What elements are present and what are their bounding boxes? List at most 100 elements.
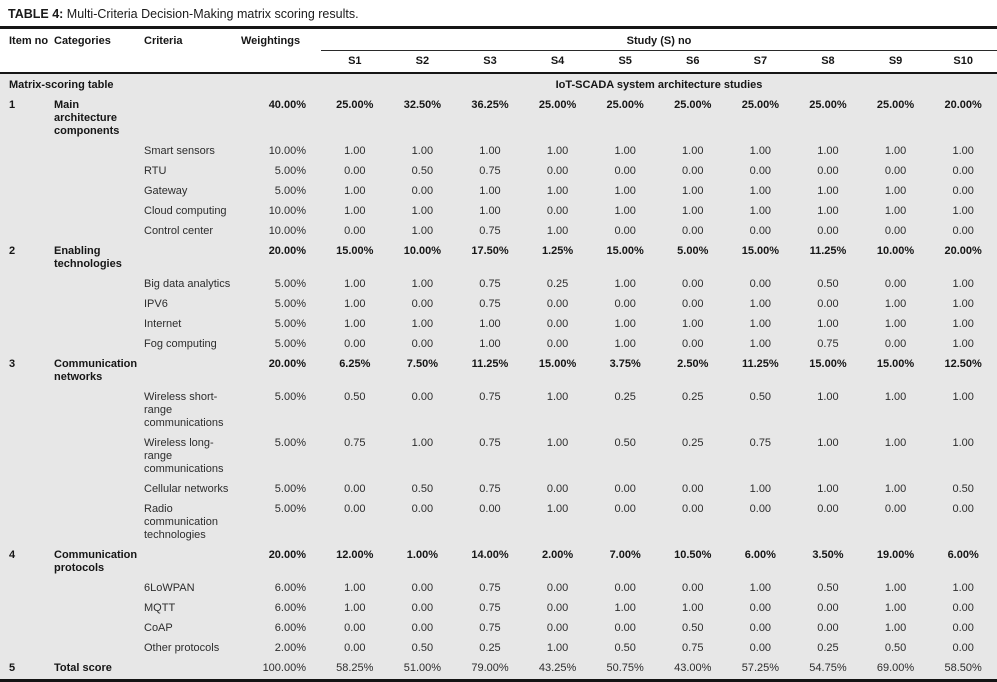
cell-study-s3: 0.75 [479, 165, 501, 177]
cell-study-s5: 0.25 [614, 391, 636, 403]
cell-study-s7: 0.00 [749, 165, 772, 177]
cell-criteria: Fog computing [144, 338, 217, 350]
cell-study-s7: 1.00 [749, 582, 772, 594]
criteria-row: Wireless long-range communications 5.00% 0… [0, 434, 997, 480]
cell-study-s9: 0.00 [884, 503, 907, 515]
cell-weighting: 5.00% [274, 318, 306, 330]
cell-category [54, 162, 144, 182]
cell-study-s10: 1.00 [952, 298, 974, 310]
cell-study-s5: 1.00 [614, 318, 636, 330]
cell-study-s3: 1.00 [479, 318, 501, 330]
cell-study-s1: 0.00 [344, 642, 366, 654]
cell-study-s7: 0.50 [749, 391, 772, 403]
cell-category: Main architecture components [54, 99, 120, 137]
cell-study-s6: 0.25 [682, 437, 704, 449]
cell-study-s4: 1.00 [546, 503, 569, 515]
cell-study-s10: 1.00 [952, 437, 974, 449]
cell-study-s6: 0.25 [682, 391, 704, 403]
cell-study-s6: 0.75 [682, 642, 704, 654]
col-header-study-group: Study (S) no [321, 29, 997, 51]
cell-study-s10: 20.00% [944, 99, 982, 111]
matrix-body: Matrix-scoring table IoT-SCADA system ar… [0, 73, 997, 682]
criteria-row: Cloud computing 10.00% 1.00 1.00 1.00 0.00 1.0… [0, 202, 997, 222]
cell-study-s9: 1.00 [884, 582, 907, 594]
cell-category [54, 480, 144, 500]
cell-study-s9: 69.00% [861, 659, 930, 682]
cell-weighting: 40.00% [268, 99, 306, 111]
cell-category [54, 388, 144, 434]
cell-study-s10: 1.00 [952, 338, 974, 350]
cell-study-s1: 0.00 [344, 338, 366, 350]
table-caption: TABLE 4: Multi-Criteria Decision-Making … [0, 0, 997, 29]
col-header-s4: S4 [523, 50, 592, 74]
cell-study-s3: 14.00% [471, 549, 509, 561]
cell-weighting: 6.00% [274, 582, 306, 594]
criteria-row: Big data analytics 5.00% 1.00 1.00 0.75 0.25 1… [0, 275, 997, 295]
cell-study-s3: 0.75 [479, 483, 501, 495]
cell-study-s1: 0.75 [344, 437, 366, 449]
cell-study-s4: 0.00 [546, 602, 569, 614]
cell-study-s4: 1.00 [546, 437, 569, 449]
cell-study-s8: 1.00 [817, 205, 839, 217]
cell-study-s5: 0.00 [614, 582, 636, 594]
cell-study-s5: 1.00 [614, 602, 636, 614]
cell-study-s1: 12.00% [336, 549, 374, 561]
cell-criteria [144, 96, 241, 142]
cell-category [54, 599, 144, 619]
cell-study-s9: 25.00% [876, 99, 915, 111]
cell-study-s5: 1.00 [614, 185, 636, 197]
cell-study-s3: 0.25 [479, 642, 501, 654]
cell-category [54, 315, 144, 335]
cell-item-no [0, 222, 54, 242]
cell-criteria: Control center [144, 225, 214, 237]
cell-study-s2: 0.00 [411, 185, 434, 197]
cell-study-s7: 1.00 [749, 483, 772, 495]
criteria-row: Fog computing 5.00% 0.00 0.00 1.00 0.00 1.00 0.… [0, 335, 997, 355]
cell-study-s5: 0.50 [614, 642, 636, 654]
table-caption-text: Multi-Criteria Decision-Making matrix sc… [63, 7, 359, 21]
cell-study-s9: 0.00 [884, 165, 907, 177]
cell-study-s9: 1.00 [884, 483, 907, 495]
criteria-row: Cellular networks 5.00% 0.00 0.50 0.75 0.00 0.… [0, 480, 997, 500]
cell-item-no: 1 [9, 99, 16, 111]
criteria-row: Other protocols 2.00% 0.00 0.50 0.25 1.00 0.50… [0, 639, 997, 659]
cell-weighting: 5.00% [274, 278, 306, 290]
cell-criteria: IPV6 [144, 298, 168, 310]
cell-study-s10: 20.00% [944, 245, 982, 257]
criteria-row: 6LoWPAN 6.00% 1.00 0.00 0.75 0.00 0.00 0.00 1.00… [0, 579, 997, 599]
cell-study-s5: 1.00 [614, 278, 636, 290]
cell-study-s8: 0.50 [817, 582, 839, 594]
cell-study-s2: 1.00 [411, 225, 434, 237]
cell-criteria [144, 659, 241, 682]
cell-study-s8: 1.00 [817, 185, 839, 197]
cell-item-no: 4 [9, 549, 16, 561]
cell-study-s7: 1.00 [749, 205, 772, 217]
cell-study-s9: 15.00% [876, 358, 915, 370]
cell-study-s3: 0.75 [479, 622, 501, 634]
cell-study-s6: 0.00 [682, 582, 704, 594]
cell-study-s1: 0.00 [344, 483, 366, 495]
cell-study-s5: 0.50 [614, 437, 636, 449]
cell-study-s1: 0.00 [344, 165, 366, 177]
cell-study-s9: 1.00 [884, 185, 907, 197]
cell-criteria: Wireless short-range communications [144, 391, 224, 429]
cell-study-s2: 51.00% [388, 659, 457, 682]
cell-study-s7: 0.00 [749, 503, 772, 515]
cell-study-s3: 1.00 [479, 338, 501, 350]
cell-item-no: 2 [9, 245, 16, 257]
cell-category: Total score [54, 659, 144, 682]
cell-study-s2: 10.00% [403, 245, 442, 257]
cell-study-s9: 0.50 [884, 642, 907, 654]
cell-study-s8: 0.50 [817, 278, 839, 290]
cell-study-s6: 1.00 [682, 602, 704, 614]
cell-study-s10: 1.00 [952, 318, 974, 330]
cell-study-s10: 0.00 [952, 185, 974, 197]
cell-study-s4: 25.00% [538, 99, 577, 111]
cell-study-s8: 0.00 [817, 225, 839, 237]
cell-study-s8: 25.00% [809, 99, 847, 111]
cell-item-no [0, 315, 54, 335]
cell-study-s6: 0.00 [682, 165, 704, 177]
header-spacer [0, 50, 54, 74]
category-row: 4 Communication protocols 20.00% 12.00% 1.00… [0, 546, 997, 579]
